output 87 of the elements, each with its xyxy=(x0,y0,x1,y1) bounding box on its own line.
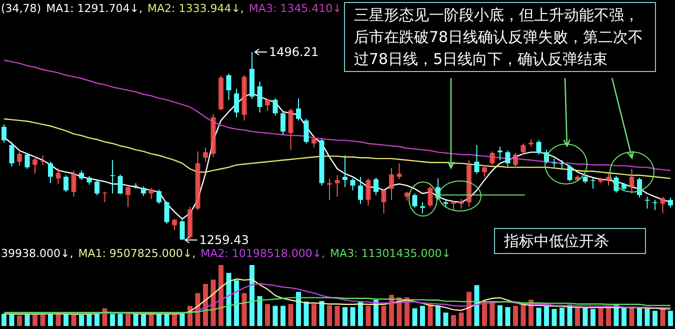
bar xyxy=(644,308,650,326)
annotation: 三星形态见一阶段小底，但上升动能不强，后市在跌破78日线确认反弹失败，第二次不过78日线，5日线向下，确认反弹结束 xyxy=(344,2,656,72)
bar xyxy=(513,306,518,326)
bar xyxy=(118,314,123,326)
bar xyxy=(598,308,604,326)
bar xyxy=(536,308,542,326)
bar xyxy=(242,293,247,326)
bar xyxy=(334,306,340,326)
bar xyxy=(17,316,22,326)
legend-title: (34,78) xyxy=(1,2,42,15)
bar xyxy=(660,308,666,326)
bar xyxy=(280,306,286,326)
bar xyxy=(428,304,433,326)
text: MA3: 11301435.000↓ xyxy=(330,247,451,260)
bar xyxy=(32,315,38,326)
bar xyxy=(265,304,270,326)
bar xyxy=(71,315,76,326)
bar xyxy=(86,314,92,326)
legend-title: 39938.000↓, xyxy=(1,247,74,260)
bar xyxy=(272,306,278,326)
bar xyxy=(560,308,564,326)
bar xyxy=(141,314,146,326)
bar xyxy=(312,304,316,326)
bar xyxy=(366,306,371,326)
text: MA2: 1333.944↓, xyxy=(148,2,244,15)
bar xyxy=(110,314,115,326)
bar xyxy=(474,285,480,326)
bar xyxy=(288,304,294,326)
text: MA1: 1291.704↓, xyxy=(46,2,142,15)
bar xyxy=(350,307,356,326)
bar xyxy=(2,314,6,326)
bar xyxy=(358,302,363,326)
bar xyxy=(520,304,526,326)
bar xyxy=(606,306,611,326)
bar xyxy=(637,308,642,326)
bar xyxy=(498,305,502,326)
bar xyxy=(582,308,588,326)
bar xyxy=(552,308,557,326)
bar xyxy=(420,306,425,326)
bar xyxy=(250,265,254,326)
annotation: 指标中低位开杀 xyxy=(494,228,646,254)
bar xyxy=(56,314,61,326)
bar xyxy=(226,272,232,326)
bar xyxy=(156,314,162,326)
bar xyxy=(652,310,658,326)
bar xyxy=(257,296,262,326)
bar xyxy=(218,265,224,326)
bar xyxy=(668,310,673,326)
text: MA2: 10198518.000↓, xyxy=(200,247,326,260)
bar xyxy=(629,306,634,326)
bar xyxy=(505,307,510,326)
bar xyxy=(94,314,100,326)
bar xyxy=(48,314,53,326)
bar xyxy=(9,314,14,326)
bar xyxy=(575,308,580,326)
bar xyxy=(436,306,440,326)
bar xyxy=(180,314,185,326)
bar xyxy=(482,302,487,326)
bar xyxy=(164,314,170,326)
bar xyxy=(490,302,495,326)
bar xyxy=(443,312,448,326)
text: MA3: 1345.410↓ xyxy=(248,2,342,15)
bar xyxy=(412,308,418,326)
bar xyxy=(234,280,239,326)
bar xyxy=(458,312,464,326)
bar xyxy=(342,307,348,326)
bar xyxy=(319,300,324,326)
bar xyxy=(304,302,309,326)
bar xyxy=(389,294,394,326)
bar xyxy=(210,280,216,326)
bar xyxy=(296,292,301,326)
bar xyxy=(148,314,154,326)
bar xyxy=(451,315,456,326)
bar xyxy=(64,314,68,326)
bar xyxy=(622,308,626,326)
bar xyxy=(172,314,177,326)
bar xyxy=(126,314,130,326)
bar xyxy=(79,315,84,326)
bar xyxy=(40,314,46,326)
bar xyxy=(327,305,332,326)
annotation: 1259.43 xyxy=(199,233,249,247)
bar xyxy=(381,306,386,326)
annotation: 1496.21 xyxy=(269,45,319,59)
bar xyxy=(590,308,596,326)
text: MA1: 9507825.000↓, xyxy=(78,247,196,260)
bar xyxy=(133,314,138,326)
bar xyxy=(544,306,549,326)
